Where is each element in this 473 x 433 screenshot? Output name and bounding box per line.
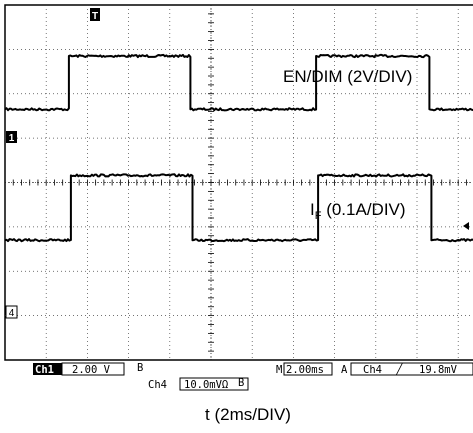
status-bw4: B	[238, 377, 244, 389]
status-m-time: 2.00ms	[286, 364, 324, 376]
svg-text:1: 1	[9, 133, 15, 144]
svg-text:4: 4	[9, 308, 15, 319]
status-bw1: B	[137, 362, 143, 374]
ch1-ground-marker: 1	[6, 131, 17, 144]
status-ch1-scale: 2.00 V	[72, 364, 111, 376]
status-ch4: Ch4	[148, 379, 167, 391]
status-trig-src: Ch4	[363, 364, 382, 376]
if-label: IF (0.1A/DIV)	[310, 200, 406, 222]
status-ch4-scale: 10.0mVΩ	[184, 379, 228, 391]
svg-text:T: T	[92, 11, 98, 22]
endim-label: EN/DIM (2V/DIV)	[283, 67, 412, 86]
series-line-if	[4, 173, 473, 243]
x-axis-label: t (2ms/DIV)	[205, 405, 291, 424]
status-trig-slope: ╱	[395, 363, 403, 376]
status-bar: Ch1 2.00 V B Ch4 10.0mVΩ B M 2.00ms A Ch…	[33, 362, 473, 391]
series-line-endim	[4, 53, 473, 112]
graticule	[4, 4, 473, 361]
trigger-marker: T	[90, 8, 100, 22]
waveform-traces	[4, 53, 473, 243]
ch4-ground-marker: 4	[5, 305, 18, 319]
status-a: A	[341, 364, 348, 376]
status-m: M	[276, 364, 282, 376]
status-trig-level: 19.8mV	[419, 364, 458, 376]
status-ch1: Ch1	[35, 364, 54, 376]
ch4-level-arrow	[463, 222, 469, 230]
